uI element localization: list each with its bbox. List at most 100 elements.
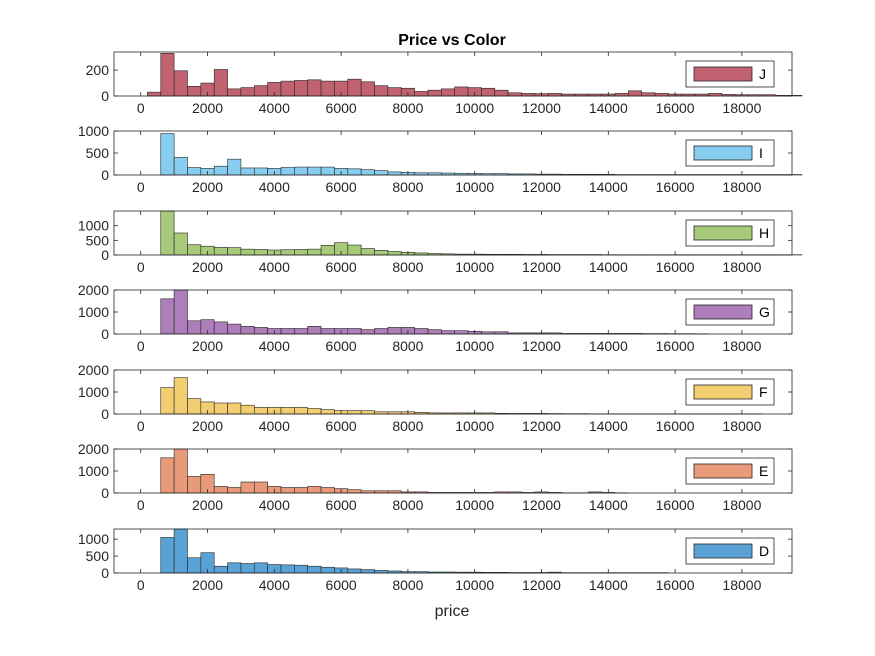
- bar-j: [347, 78, 362, 97]
- bar-f: [360, 410, 375, 415]
- bar-j: [294, 80, 309, 97]
- axes-box-d: [113, 528, 793, 574]
- x-tick-label-i: 16000: [656, 179, 695, 195]
- bar-d: [213, 565, 228, 574]
- x-tick-label-g: 16000: [656, 338, 695, 354]
- legend-swatch-d: [693, 543, 753, 559]
- bar-h: [294, 249, 309, 256]
- y-tick-label-f: 0: [101, 406, 109, 422]
- y-tick-label-e: 2000: [78, 441, 109, 457]
- legend-label-i: I: [759, 145, 763, 161]
- x-tick-label-g: 12000: [522, 338, 561, 354]
- legend-f: F: [685, 378, 775, 406]
- x-tick-label-i: 2000: [192, 179, 223, 195]
- x-tick-label-g: 14000: [589, 338, 628, 354]
- bar-f: [253, 407, 268, 415]
- legend-label-j: J: [759, 66, 766, 82]
- y-tick-label-g: 0: [101, 326, 109, 342]
- bar-i: [253, 167, 268, 176]
- bar-j: [414, 91, 429, 97]
- x-tick-label-d: 18000: [722, 577, 761, 593]
- x-tick-label-f: 4000: [259, 418, 290, 434]
- x-tick-label-f: 14000: [589, 418, 628, 434]
- panel-i: 0 2000 4000 6000 8000 10000 12000 14000 16000 180…: [78, 123, 803, 195]
- legend-d: D: [685, 537, 775, 565]
- bar-h: [187, 244, 202, 256]
- bar-f: [307, 408, 322, 415]
- x-tick-label-e: 0: [137, 497, 145, 513]
- bar-f: [320, 409, 335, 415]
- x-tick-label-f: 12000: [522, 418, 561, 434]
- x-tick-label-d: 2000: [192, 577, 223, 593]
- axes-background-d: [114, 529, 792, 573]
- y-tick-label-g: 1000: [78, 304, 109, 320]
- bar-h: [360, 248, 375, 256]
- legend-swatch-i: [693, 145, 753, 161]
- x-tick-label-e: 16000: [656, 497, 695, 513]
- x-axis-label: price: [435, 603, 470, 620]
- bar-i: [307, 166, 322, 176]
- bar-j: [240, 87, 255, 97]
- x-tick-label-i: 8000: [392, 179, 423, 195]
- bar-j: [173, 70, 188, 97]
- bar-h: [173, 232, 188, 256]
- legend-j: J: [685, 60, 775, 88]
- x-tick-label-j: 6000: [326, 100, 357, 116]
- axes-background-e: [114, 449, 792, 493]
- x-tick-label-e: 2000: [192, 497, 223, 513]
- x-tick-label-j: 8000: [392, 100, 423, 116]
- bar-e: [320, 487, 335, 494]
- bar-i: [173, 157, 188, 176]
- x-tick-label-d: 6000: [326, 577, 357, 593]
- x-tick-label-j: 0: [137, 100, 145, 116]
- bar-j: [494, 89, 509, 97]
- y-tick-label-e: 1000: [78, 463, 109, 479]
- legend-swatch-g: [693, 304, 753, 320]
- x-tick-label-g: 8000: [392, 338, 423, 354]
- bar-g: [187, 320, 202, 335]
- bar-g: [213, 321, 228, 335]
- x-tick-label-g: 18000: [722, 338, 761, 354]
- x-tick-label-h: 6000: [326, 259, 357, 275]
- bar-g: [160, 298, 175, 335]
- x-tick-label-h: 8000: [392, 259, 423, 275]
- x-tick-label-j: 4000: [259, 100, 290, 116]
- legend-swatch-e: [693, 463, 753, 479]
- x-tick-label-f: 0: [137, 418, 145, 434]
- x-tick-label-f: 6000: [326, 418, 357, 434]
- x-tick-label-h: 10000: [455, 259, 494, 275]
- bar-j: [481, 87, 496, 97]
- bar-d: [160, 537, 175, 574]
- bar-f: [173, 377, 188, 415]
- legend-label-g: G: [759, 304, 770, 320]
- x-tick-label-h: 16000: [656, 259, 695, 275]
- x-tick-label-f: 18000: [722, 418, 761, 434]
- bar-g: [441, 330, 455, 335]
- legend-swatch-h: [693, 225, 753, 241]
- x-tick-label-i: 14000: [589, 179, 628, 195]
- x-tick-label-i: 0: [137, 179, 145, 195]
- bar-g: [320, 328, 335, 335]
- bar-f: [294, 407, 309, 415]
- panel-f: 0 2000 4000 6000 8000 10000 12000 14000 16000 180…: [78, 362, 793, 434]
- x-tick-label-d: 8000: [392, 577, 423, 593]
- bar-d: [227, 562, 242, 574]
- x-tick-label-h: 18000: [722, 259, 761, 275]
- bar-h: [240, 248, 255, 256]
- bar-h: [307, 248, 322, 256]
- bar-j: [213, 69, 228, 97]
- axes-box-j: [113, 51, 793, 97]
- x-tick-label-j: 16000: [656, 100, 695, 116]
- bar-h: [253, 249, 268, 256]
- bar-j: [160, 52, 175, 97]
- x-tick-label-j: 2000: [192, 100, 223, 116]
- bar-j: [147, 91, 162, 97]
- bar-f: [227, 402, 242, 415]
- bar-d: [360, 569, 375, 574]
- bar-g: [374, 328, 389, 335]
- bar-e: [213, 486, 228, 494]
- bar-i: [347, 168, 362, 176]
- bar-j: [387, 87, 402, 97]
- legend-swatch-j: [693, 66, 753, 82]
